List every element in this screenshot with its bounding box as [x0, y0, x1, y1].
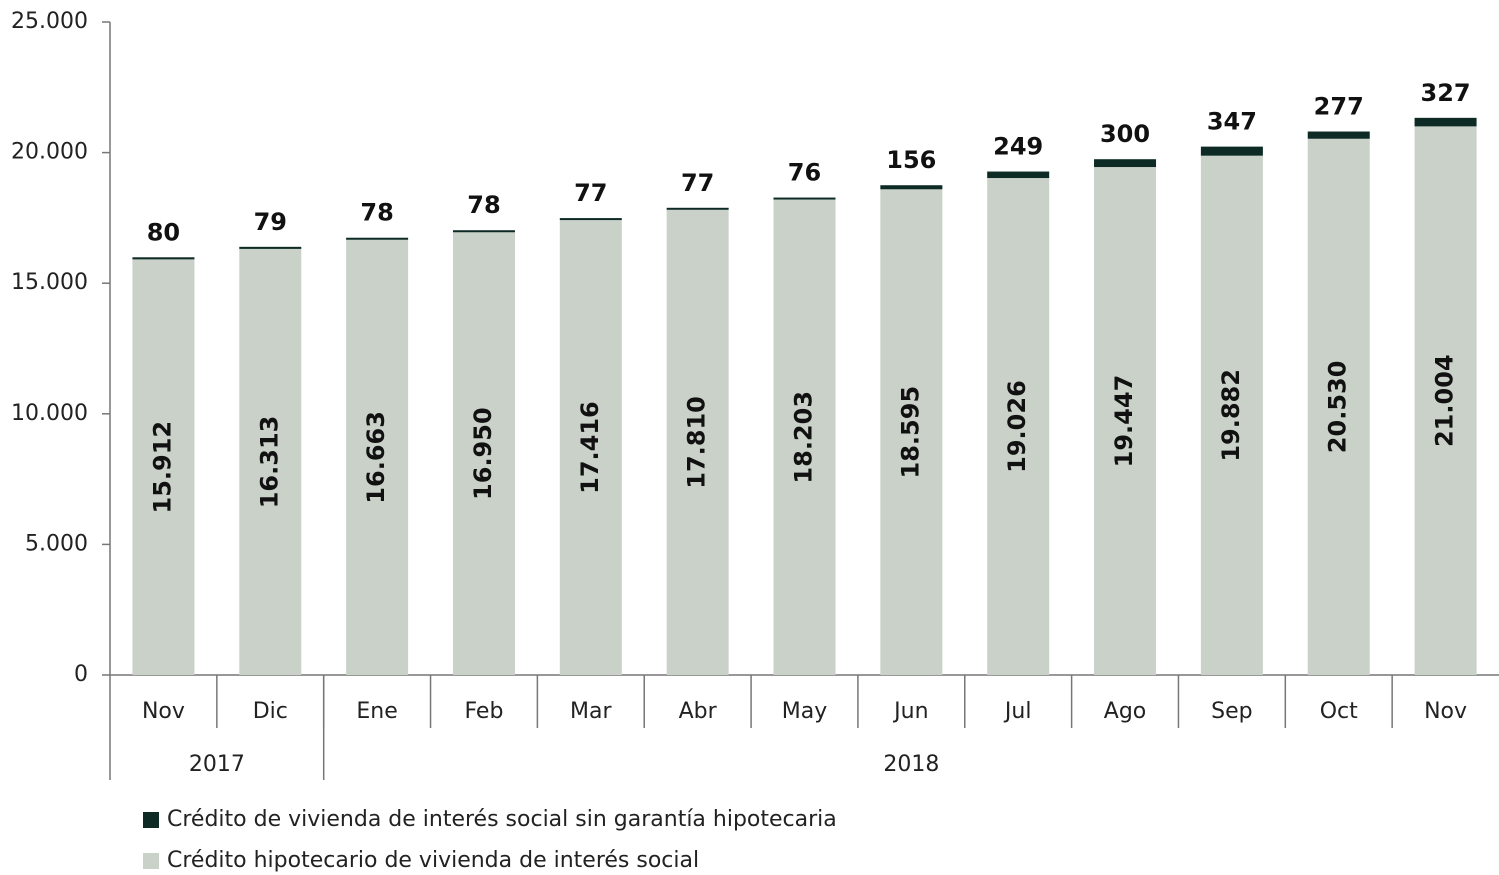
bar-segment [1307, 138, 1370, 675]
bar-segment [1414, 126, 1477, 676]
value-label: 21.004 [1431, 354, 1459, 447]
y-tick-label: 25.000 [11, 9, 88, 34]
bar-segment [666, 207, 729, 210]
bar-segment [1094, 159, 1157, 168]
value-label: 15.912 [148, 421, 176, 514]
x-tick-label: May [782, 699, 827, 724]
x-tick-label: Nov [1424, 699, 1467, 724]
value-label: 78 [467, 191, 500, 219]
value-label: 77 [574, 179, 607, 207]
legend-label: Crédito de vivienda de interés social si… [167, 807, 837, 832]
x-tick-label: Jul [1003, 699, 1032, 724]
value-label: 300 [1100, 120, 1150, 148]
value-label: 17.416 [576, 401, 604, 494]
value-label: 78 [360, 199, 393, 227]
value-label: 16.313 [255, 416, 283, 509]
value-label: 249 [993, 133, 1043, 161]
bar-segment [239, 248, 302, 676]
value-label: 18.203 [790, 391, 818, 484]
bar-segment [452, 232, 515, 676]
group-label: 2018 [883, 752, 939, 777]
value-label: 19.882 [1217, 369, 1245, 462]
x-tick-label: Nov [142, 699, 185, 724]
x-tick-label: Jun [892, 699, 928, 724]
value-label: 17.810 [683, 396, 711, 489]
bar-segment [666, 209, 729, 675]
y-tick-label: 5.000 [25, 531, 88, 556]
value-label: 18.595 [896, 386, 924, 479]
legend-swatch [143, 853, 159, 869]
bar-segment [132, 257, 195, 260]
bar-segment [559, 220, 622, 675]
bar-segment [1094, 167, 1157, 675]
bar-segment [880, 189, 943, 676]
group-label: 2017 [189, 752, 245, 777]
value-label: 76 [788, 159, 821, 187]
x-tick-label: Dic [253, 699, 288, 724]
x-tick-label: Ago [1104, 699, 1146, 724]
bar-segment [239, 246, 302, 249]
value-label: 19.026 [1003, 380, 1031, 473]
legend-label: Crédito hipotecario de vivienda de inter… [167, 848, 699, 873]
bar-segment [559, 218, 622, 221]
x-tick-label: Feb [464, 699, 503, 724]
bar-segment [452, 230, 515, 233]
value-label: 80 [147, 218, 180, 246]
bar-segment [1200, 146, 1263, 156]
value-label: 156 [886, 146, 936, 174]
bar-segment [773, 199, 836, 675]
bar-segment [987, 171, 1050, 179]
x-tick-label: Sep [1211, 699, 1252, 724]
bar-segment [1200, 155, 1263, 676]
value-label: 79 [254, 208, 287, 236]
value-label: 347 [1207, 108, 1257, 136]
x-tick-label: Mar [570, 699, 612, 724]
y-tick-label: 10.000 [11, 401, 88, 426]
bar-segment [1307, 131, 1370, 139]
value-label: 277 [1314, 93, 1364, 121]
y-tick-label: 0 [74, 662, 88, 687]
bar-segment [132, 259, 195, 675]
y-tick-label: 20.000 [11, 140, 88, 165]
x-tick-label: Ene [356, 699, 397, 724]
value-label: 16.950 [469, 407, 497, 500]
value-label: 19.447 [1110, 375, 1138, 468]
value-label: 327 [1421, 79, 1471, 107]
legend-swatch [143, 812, 159, 828]
bar-segment [346, 237, 409, 240]
value-label: 16.663 [362, 411, 390, 504]
value-label: 77 [681, 169, 714, 197]
value-label: 20.530 [1324, 361, 1352, 454]
bar-segment [773, 197, 836, 200]
x-tick-label: Abr [679, 699, 718, 724]
x-tick-label: Oct [1320, 699, 1358, 724]
bar-segment [880, 185, 943, 190]
bar-segment [346, 239, 409, 675]
y-tick-label: 15.000 [11, 270, 88, 295]
bar-segment [987, 178, 1050, 675]
bar-segment [1414, 117, 1477, 127]
